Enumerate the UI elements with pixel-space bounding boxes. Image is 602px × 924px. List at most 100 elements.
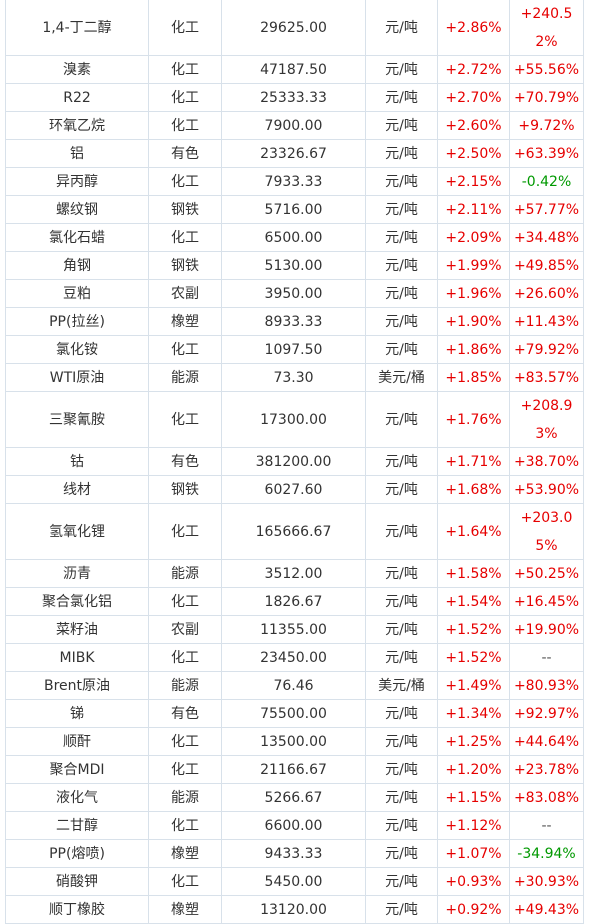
table-row: 溴素 化工 47187.50 元/吨 +2.72% +55.56% [6, 56, 583, 84]
commodity-name[interactable]: MIBK [6, 644, 149, 671]
yearly-change: +55.56% [513, 61, 580, 78]
yearly-change: +23.78% [513, 761, 580, 778]
price-unit: 美元/桶 [366, 672, 438, 699]
daily-change: +1.76% [438, 392, 510, 447]
table-row: 豆粕 农副 3950.00 元/吨 +1.96% +26.60% [6, 280, 583, 308]
commodity-price: 9433.33 [222, 840, 366, 867]
commodity-price: 13500.00 [222, 728, 366, 755]
commodity-price: 21166.67 [222, 756, 366, 783]
price-unit: 元/吨 [366, 616, 438, 643]
price-unit: 元/吨 [366, 196, 438, 223]
commodity-price: 6600.00 [222, 812, 366, 839]
commodity-price-table: 1,4-丁二醇 化工 29625.00 元/吨 +2.86% +240.52% 溴素 化工 47… [5, 0, 584, 924]
table-row: MIBK 化工 23450.00 元/吨 +1.52% -- [6, 644, 583, 672]
commodity-price: 6027.60 [222, 476, 366, 503]
commodity-category: 橡塑 [149, 896, 222, 923]
daily-change: +1.54% [438, 588, 510, 615]
daily-change: +1.15% [438, 784, 510, 811]
commodity-category: 化工 [149, 504, 222, 559]
yearly-change: +57.77% [513, 201, 580, 218]
table-row: 硝酸钾 化工 5450.00 元/吨 +0.93% +30.93% [6, 868, 583, 896]
commodity-name[interactable]: PP(熔喷) [6, 840, 149, 867]
daily-change: +2.11% [438, 196, 510, 223]
daily-change: +2.70% [438, 84, 510, 111]
price-unit: 元/吨 [366, 308, 438, 335]
commodity-name[interactable]: 顺酐 [6, 728, 149, 755]
commodity-name[interactable]: 螺纹钢 [6, 196, 149, 223]
commodity-name[interactable]: 钴 [6, 448, 149, 475]
table-row: 菜籽油 农副 11355.00 元/吨 +1.52% +19.90% [6, 616, 583, 644]
table-row: 二甘醇 化工 6600.00 元/吨 +1.12% -- [6, 812, 583, 840]
commodity-name[interactable]: WTI原油 [6, 364, 149, 391]
commodity-name[interactable]: 聚合MDI [6, 756, 149, 783]
commodity-category: 化工 [149, 756, 222, 783]
commodity-name[interactable]: 角钢 [6, 252, 149, 279]
commodity-name[interactable]: 菜籽油 [6, 616, 149, 643]
commodity-name[interactable]: 豆粕 [6, 280, 149, 307]
commodity-name[interactable]: Brent原油 [6, 672, 149, 699]
yearly-change: +44.64% [513, 733, 580, 750]
price-unit: 元/吨 [366, 756, 438, 783]
yearly-change: +80.93% [513, 677, 580, 694]
table-row: 沥青 能源 3512.00 元/吨 +1.58% +50.25% [6, 560, 583, 588]
commodity-price: 8933.33 [222, 308, 366, 335]
daily-change: +1.52% [438, 644, 510, 671]
commodity-price: 5716.00 [222, 196, 366, 223]
yearly-change: +53.90% [513, 481, 580, 498]
commodity-price: 165666.67 [222, 504, 366, 559]
yearly-change: -0.42% [521, 173, 572, 190]
commodity-name[interactable]: 溴素 [6, 56, 149, 83]
commodity-category: 钢铁 [149, 252, 222, 279]
table-row: 氯化石蜡 化工 6500.00 元/吨 +2.09% +34.48% [6, 224, 583, 252]
commodity-name[interactable]: 铝 [6, 140, 149, 167]
commodity-category: 化工 [149, 644, 222, 671]
yearly-change: +63.39% [513, 145, 580, 162]
commodity-category: 有色 [149, 448, 222, 475]
yearly-change: +38.70% [513, 453, 580, 470]
commodity-category: 化工 [149, 56, 222, 83]
commodity-name[interactable]: 线材 [6, 476, 149, 503]
commodity-name[interactable]: 异丙醇 [6, 168, 149, 195]
daily-change: +2.72% [438, 56, 510, 83]
table-row: 钴有色 381200.00 元/吨 +1.71% +38.70% [6, 448, 583, 476]
commodity-name[interactable]: PP(拉丝) [6, 308, 149, 335]
commodity-name[interactable]: 液化气 [6, 784, 149, 811]
commodity-name[interactable]: 氯化铵 [6, 336, 149, 363]
daily-change: +0.93% [438, 868, 510, 895]
price-unit: 元/吨 [366, 476, 438, 503]
commodity-name[interactable]: 顺丁橡胶 [6, 896, 149, 923]
commodity-price: 11355.00 [222, 616, 366, 643]
commodity-price: 25333.33 [222, 84, 366, 111]
commodity-name[interactable]: 硝酸钾 [6, 868, 149, 895]
commodity-name[interactable]: 氯化石蜡 [6, 224, 149, 251]
commodity-category: 化工 [149, 224, 222, 251]
commodity-price: 1097.50 [222, 336, 366, 363]
yearly-change: +92.97% [513, 705, 580, 722]
table-row: 环氧乙烷 化工 7900.00 元/吨 +2.60% +9.72% [6, 112, 583, 140]
commodity-name[interactable]: 1,4-丁二醇 [6, 0, 149, 55]
commodity-name[interactable]: 沥青 [6, 560, 149, 587]
commodity-name[interactable]: R22 [6, 84, 149, 111]
commodity-name[interactable]: 三聚氰胺 [6, 392, 149, 447]
daily-change: +1.96% [438, 280, 510, 307]
daily-change: +2.09% [438, 224, 510, 251]
yearly-change: +30.93% [513, 873, 580, 890]
price-unit: 元/吨 [366, 504, 438, 559]
commodity-name[interactable]: 聚合氯化铝 [6, 588, 149, 615]
commodity-category: 化工 [149, 728, 222, 755]
commodity-name[interactable]: 氢氧化锂 [6, 504, 149, 559]
daily-change: +1.52% [438, 616, 510, 643]
commodity-category: 能源 [149, 672, 222, 699]
daily-change: +1.64% [438, 504, 510, 559]
price-unit: 元/吨 [366, 868, 438, 895]
commodity-category: 农副 [149, 616, 222, 643]
commodity-name[interactable]: 二甘醇 [6, 812, 149, 839]
yearly-change: -- [541, 649, 552, 666]
commodity-name[interactable]: 环氧乙烷 [6, 112, 149, 139]
commodity-category: 钢铁 [149, 476, 222, 503]
commodity-name[interactable]: 锑 [6, 700, 149, 727]
price-unit: 元/吨 [366, 140, 438, 167]
price-unit: 元/吨 [366, 840, 438, 867]
commodity-price: 73.30 [222, 364, 366, 391]
commodity-category: 能源 [149, 560, 222, 587]
